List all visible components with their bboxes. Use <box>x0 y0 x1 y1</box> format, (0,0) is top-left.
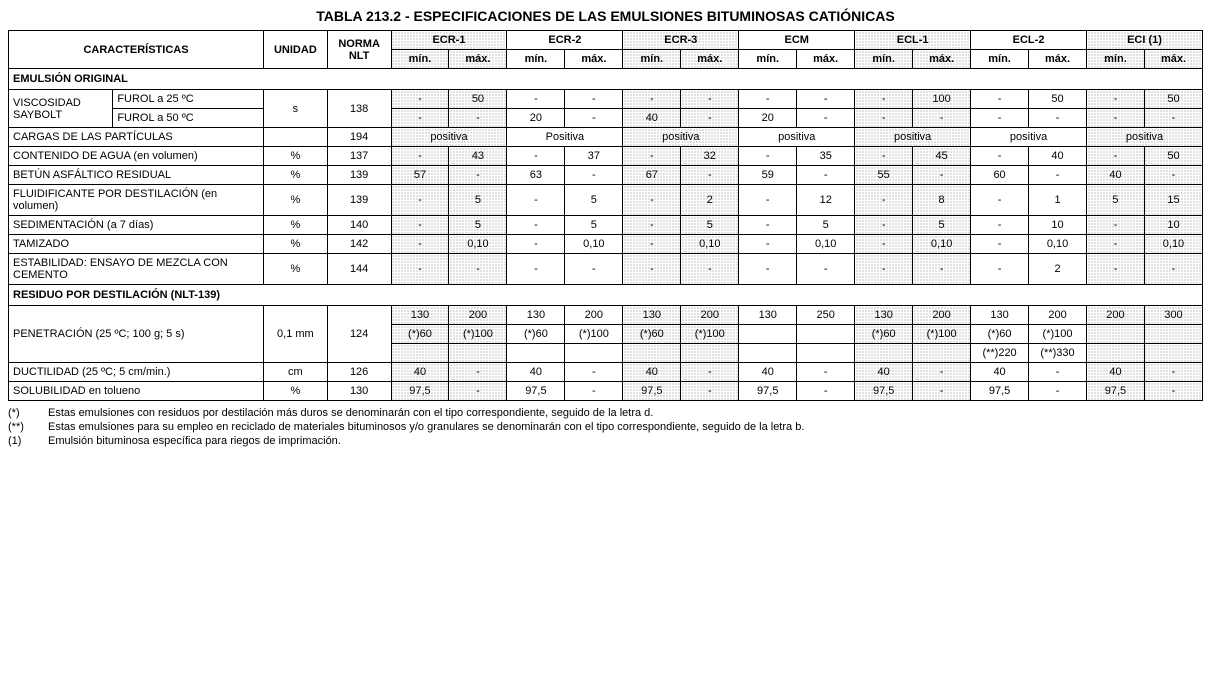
head-max: máx. <box>913 50 971 69</box>
footnotes: (*)Estas emulsiones con residuos por des… <box>8 407 1203 447</box>
head-unidad: UNIDAD <box>264 31 328 69</box>
head-max: máx. <box>1144 50 1202 69</box>
head-min: mín. <box>971 50 1029 69</box>
head-max: máx. <box>1029 50 1087 69</box>
row-cargas: CARGAS DE LAS PARTÍCULAS 194 positiva Po… <box>9 128 1203 147</box>
row-betun: BETÚN ASFÁLTICO RESIDUAL %139 57- 63- 67… <box>9 166 1203 185</box>
visc50-label: FUROL a 50 ºC <box>113 109 264 128</box>
section-a: EMULSIÓN ORIGINAL <box>9 69 1203 90</box>
row-fluid: FLUIDIFICANTE POR DESTILACIÓN (en volume… <box>9 185 1203 216</box>
head-min: mín. <box>855 50 913 69</box>
head-ecr3: ECR-3 <box>623 31 739 50</box>
head-max: máx. <box>449 50 507 69</box>
head-ecr2: ECR-2 <box>507 31 623 50</box>
row-visc50: FUROL a 50 ºC -- 20- 40- 20- -- -- -- <box>9 109 1203 128</box>
visc-norma: 138 <box>327 90 391 128</box>
head-ecl1: ECL-1 <box>855 31 971 50</box>
head-min: mín. <box>391 50 449 69</box>
visc25-label: FUROL a 25 ºC <box>113 90 264 109</box>
head-eci: ECI (1) <box>1087 31 1203 50</box>
head-ecm: ECM <box>739 31 855 50</box>
row-duc: DUCTILIDAD (25 ºC; 5 cm/min.) cm126 40- … <box>9 363 1203 382</box>
page-title: TABLA 213.2 - ESPECIFICACIONES DE LAS EM… <box>8 8 1203 24</box>
head-max: máx. <box>681 50 739 69</box>
note-1: Estas emulsiones con residuos por destil… <box>48 407 653 419</box>
head-min: mín. <box>739 50 797 69</box>
section-b: RESIDUO POR DESTILACIÓN (NLT-139) <box>9 285 1203 306</box>
visc-label: VISCOSIDAD SAYBOLT <box>9 90 113 128</box>
row-tam: TAMIZADO %142 -0,10 -0,10 -0,10 -0,10 -0… <box>9 235 1203 254</box>
row-agua: CONTENIDO DE AGUA (en volumen) %137 -43 … <box>9 147 1203 166</box>
row-visc25: VISCOSIDAD SAYBOLT FUROL a 25 ºC s 138 -… <box>9 90 1203 109</box>
head-min: mín. <box>1087 50 1145 69</box>
row-sol: SOLUBILIDAD en tolueno %130 97,5- 97,5- … <box>9 382 1203 401</box>
head-norma: NORMA NLT <box>327 31 391 69</box>
head-max: máx. <box>565 50 623 69</box>
head-min: mín. <box>623 50 681 69</box>
row-pen1: PENETRACIÓN (25 ºC; 100 g; 5 s) 0,1 mm 1… <box>9 306 1203 325</box>
spec-table: CARACTERÍSTICAS UNIDAD NORMA NLT ECR-1 E… <box>8 30 1203 401</box>
note-1-sym: (*) <box>8 407 48 419</box>
visc-unidad: s <box>264 90 328 128</box>
note-3-sym: (1) <box>8 435 48 447</box>
row-sed: SEDIMENTACIÓN (a 7 días) %140 -5 -5 -5 -… <box>9 216 1203 235</box>
cargas-label: CARGAS DE LAS PARTÍCULAS <box>9 128 264 147</box>
row-estab: ESTABILIDAD: ENSAYO DE MEZCLA CON CEMENT… <box>9 254 1203 285</box>
head-max: máx. <box>797 50 855 69</box>
note-2-sym: (**) <box>8 421 48 433</box>
head-caracteristicas: CARACTERÍSTICAS <box>9 31 264 69</box>
table-head: CARACTERÍSTICAS UNIDAD NORMA NLT ECR-1 E… <box>9 31 1203 69</box>
note-2: Estas emulsiones para su empleo en recic… <box>48 421 804 433</box>
note-3: Emulsión bituminosa específica para rieg… <box>48 435 341 447</box>
head-ecr1: ECR-1 <box>391 31 507 50</box>
head-min: mín. <box>507 50 565 69</box>
head-ecl2: ECL-2 <box>971 31 1087 50</box>
